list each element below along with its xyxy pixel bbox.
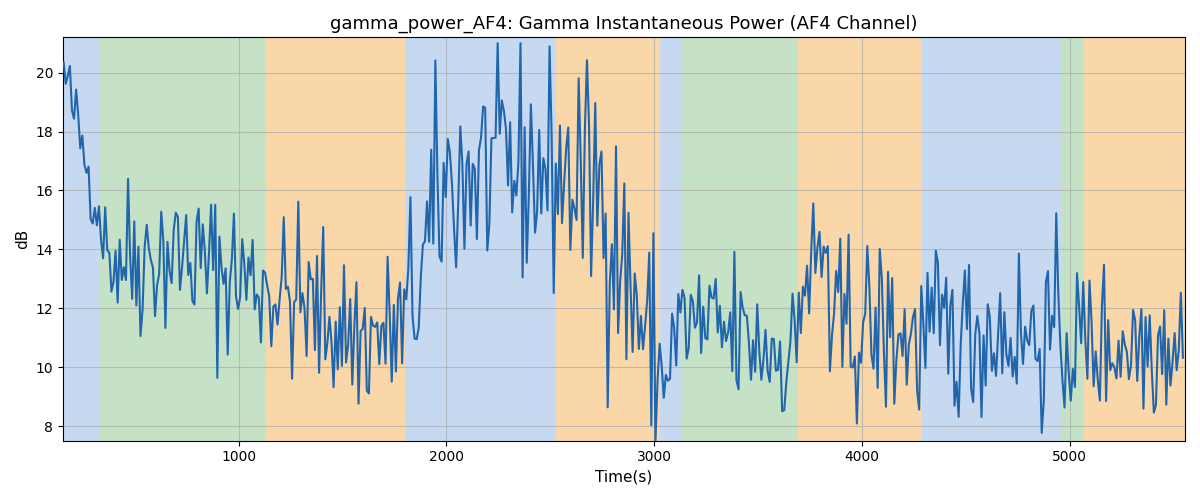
Bar xyxy=(557,38,660,440)
Bar xyxy=(660,38,682,440)
X-axis label: Time(s): Time(s) xyxy=(595,470,653,485)
Bar xyxy=(829,38,922,440)
Title: gamma_power_AF4: Gamma Instantaneous Power (AF4 Channel): gamma_power_AF4: Gamma Instantaneous Pow… xyxy=(330,15,918,34)
Y-axis label: dB: dB xyxy=(16,229,30,249)
Bar xyxy=(100,38,265,440)
Bar xyxy=(798,38,829,440)
Bar xyxy=(404,38,438,440)
Bar xyxy=(1061,38,1085,440)
Bar xyxy=(438,38,557,440)
Bar xyxy=(1085,38,1186,440)
Bar xyxy=(922,38,1061,440)
Bar xyxy=(265,38,404,440)
Bar xyxy=(682,38,798,440)
Bar xyxy=(64,38,100,440)
